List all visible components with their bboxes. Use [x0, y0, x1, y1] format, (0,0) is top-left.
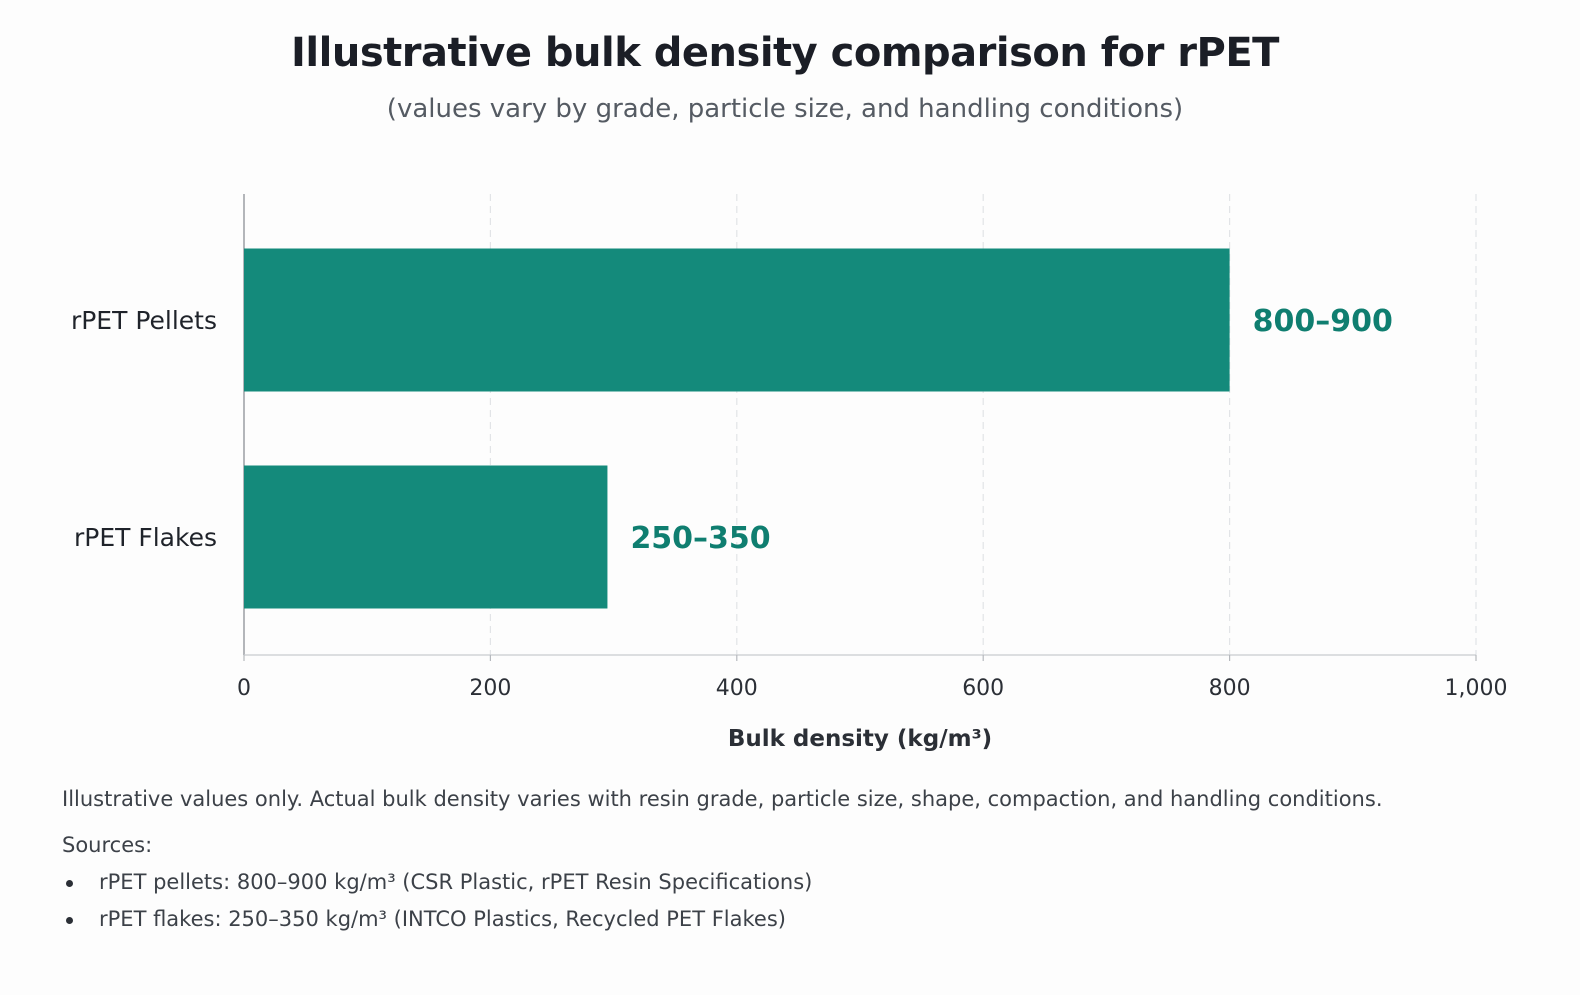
category-label: rPET Flakes	[74, 523, 217, 552]
data-label: 800–900	[1253, 304, 1393, 339]
x-tick-label: 600	[962, 676, 1004, 701]
chart-title: Illustrative bulk density comparison for…	[291, 30, 1279, 76]
chart-footer: Illustrative values only. Actual bulk de…	[62, 784, 1552, 938]
source-item: rPET flakes: 250–350 kg/m³ (INTCO Plasti…	[62, 901, 1552, 938]
x-tick-label: 400	[716, 676, 758, 701]
x-axis-title: Bulk density (kg/m³)	[728, 726, 992, 752]
x-tick-label: 0	[237, 676, 251, 701]
category-label: rPET Pellets	[71, 306, 217, 335]
bar	[244, 465, 608, 609]
bar	[244, 248, 1230, 392]
x-tick-label: 1,000	[1445, 676, 1508, 701]
x-tick-label: 800	[1209, 676, 1251, 701]
chart-subtitle: (values vary by grade, particle size, an…	[386, 94, 1184, 124]
x-tick-label: 200	[469, 676, 511, 701]
source-item: rPET pellets: 800–900 kg/m³ (CSR Plastic…	[62, 864, 1552, 901]
data-label: 250–350	[630, 521, 770, 556]
sources-list: rPET pellets: 800–900 kg/m³ (CSR Plastic…	[62, 864, 1552, 938]
bar-chart: 0 200 400 600 800 1,000 rPET Pellets 800–900 rPE…	[71, 194, 1508, 752]
footnote: Illustrative values only. Actual bulk de…	[62, 787, 1383, 811]
sources-heading: Sources:	[62, 833, 153, 857]
